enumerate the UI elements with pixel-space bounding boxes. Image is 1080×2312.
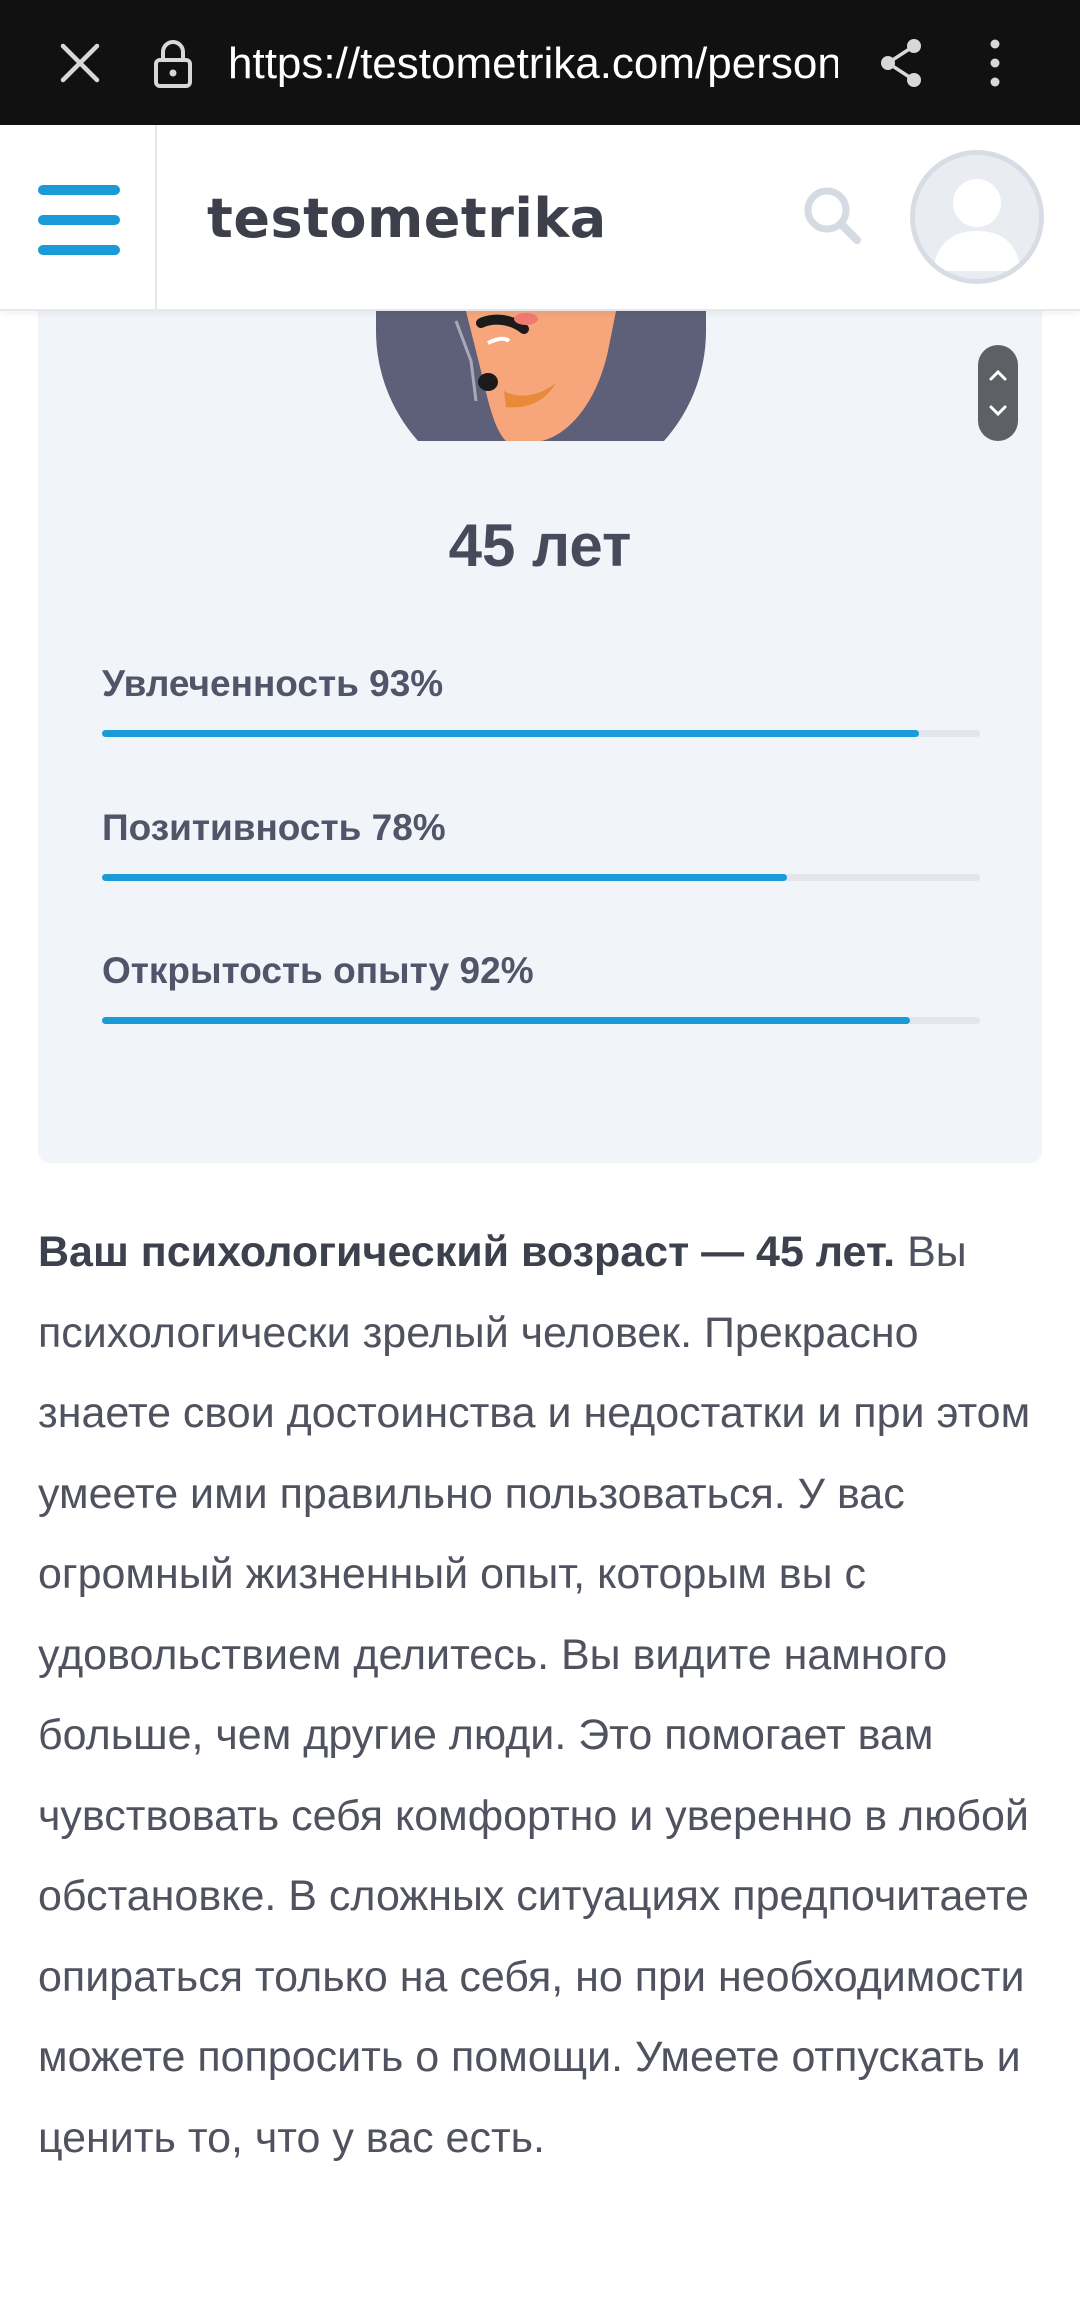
more-vert-icon[interactable] (980, 36, 1010, 90)
result-description: Ваш психологический возраст — 45 лет. Вы… (38, 1212, 1048, 2178)
close-icon[interactable] (55, 38, 105, 88)
fast-scroll-handle[interactable] (978, 345, 1018, 441)
progress-track (102, 730, 980, 737)
browser-toolbar: https://testometrika.com/person (0, 0, 1080, 125)
progress-fill (102, 1017, 910, 1024)
progress-track (102, 1017, 980, 1024)
age-result-title: 45 лет (448, 512, 632, 579)
site-header: testometrika (0, 125, 1080, 311)
user-avatar-icon[interactable] (910, 150, 1044, 284)
progress-fill (102, 874, 787, 881)
site-logo[interactable]: testometrika (207, 187, 607, 250)
metric-openness: Открытость опыту 92% (102, 947, 982, 1024)
description-lead: Ваш психологический возраст — 45 лет. (38, 1228, 896, 1276)
metric-label: Позитивность 78% (102, 807, 446, 848)
header-divider (155, 125, 157, 311)
metric-label: Открытость опыту 92% (102, 950, 534, 991)
avatar-illustration (376, 311, 706, 441)
lock-icon (154, 40, 192, 88)
progress-fill (102, 730, 919, 737)
result-card: 45 лет Увлеченность 93% Позитивность 78%… (38, 311, 1042, 1163)
metric-positivity: Позитивность 78% (102, 804, 982, 881)
hamburger-menu-icon[interactable] (38, 185, 120, 255)
search-icon[interactable] (800, 183, 864, 247)
address-bar-url[interactable]: https://testometrika.com/person (228, 39, 838, 88)
progress-track (102, 874, 980, 881)
metric-enthusiasm: Увлеченность 93% (102, 660, 982, 737)
metric-label: Увлеченность 93% (102, 663, 444, 704)
share-icon[interactable] (876, 36, 926, 90)
description-body: Вы психологически зрелый человек. Прекра… (38, 1228, 1031, 2162)
